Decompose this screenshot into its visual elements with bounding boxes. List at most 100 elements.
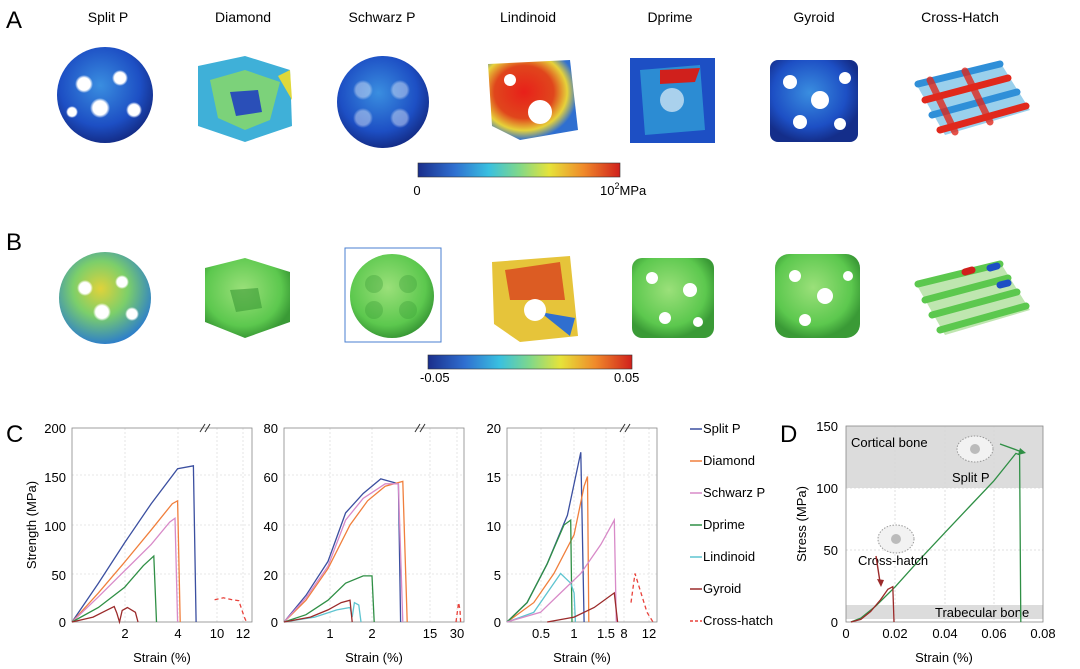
trabecular-bone-label: Trabecular bone: [935, 605, 1029, 620]
structure-title: Cross-Hatch: [921, 9, 999, 25]
panel-label-c: C: [6, 421, 23, 448]
chart-c2-ylabels: 80 60 40 20 0: [264, 421, 278, 630]
chart-c2-ytick: 20: [264, 568, 278, 583]
split-p-render-a: [57, 47, 153, 143]
panel-label-a: A: [6, 7, 22, 34]
colorbar-b-min: -0.05: [420, 370, 450, 385]
chart-c3-ytick: 0: [494, 615, 501, 630]
lindinoid-render-b: [492, 256, 578, 342]
series-line-diamond: [71, 499, 181, 623]
series-line-gyroid: [71, 605, 139, 625]
chart-c1-xtick: 2: [121, 626, 128, 641]
chart-c3: 20 15 10 5 0 0.5 1 1.5 8 12 Strain (%): [487, 421, 658, 665]
structure-titles: Split P Diamond Schwarz P Lindinoid Dpri…: [88, 9, 999, 25]
diamond-render-b: [205, 258, 290, 338]
chart-c1-ylabel: Strength (MPa): [24, 481, 39, 569]
legend-label: Gyroid: [703, 581, 741, 596]
split-p-arrow-icon: [999, 443, 1026, 455]
colorbar-b-max: 0.05: [614, 370, 639, 385]
structure-title: Diamond: [215, 9, 271, 25]
chart-c2-xtick: 2: [368, 626, 375, 641]
colorbar-a: 0 102MPa: [413, 162, 647, 198]
chart-d: Cortical bone Trabecular bone 150 100 50…: [794, 419, 1056, 665]
chart-c2-ytick: 60: [264, 470, 278, 485]
cross-hatch-render-b: [914, 260, 1030, 335]
series-line-gyroid: [850, 585, 895, 623]
series-line-schwarz-p: [71, 516, 179, 623]
legend-label: Diamond: [703, 453, 755, 468]
chart-c3-ytick: 15: [487, 470, 501, 485]
legend-label: Split P: [703, 421, 741, 436]
series-line-cross-hatch: [455, 602, 462, 623]
chart-c1-ytick: 0: [59, 615, 66, 630]
series-line-schwarz-p: [506, 517, 617, 623]
chart-d-xtick: 0.06: [981, 626, 1006, 641]
series-line-dprime: [506, 518, 573, 623]
chart-c1: 200 150 100 50 0 2 4 10 12 Strain (%) St…: [24, 421, 253, 665]
chart-c3-ylabels: 20 15 10 5 0: [487, 421, 501, 630]
row-a-renders: [57, 47, 1030, 148]
structure-title: Split P: [88, 9, 128, 25]
dprime-render-a: [630, 58, 715, 143]
lindinoid-render-a: [488, 60, 578, 140]
cross-hatch-annotation: Cross-hatch: [858, 553, 928, 568]
series-line-split-p: [71, 465, 197, 623]
series-line-split-p: [283, 478, 402, 623]
series-line-diamond: [283, 480, 408, 623]
series-line-cross-hatch: [214, 597, 248, 623]
series-line-dprime: [71, 554, 158, 623]
chart-c3-xtick: 1.5: [597, 626, 615, 641]
chart-d-xtick: 0: [842, 626, 849, 641]
chart-c1-ytick: 100: [44, 519, 66, 534]
cortical-bone-band: [846, 426, 1043, 488]
chart-d-ytick: 0: [831, 615, 838, 630]
chart-d-xlabels: 0 0.02 0.04 0.06 0.08: [842, 626, 1055, 641]
chart-c1-xlabel: Strain (%): [133, 650, 191, 665]
chart-c3-xtick: 1: [570, 626, 577, 641]
selection-box: [344, 247, 442, 343]
schwarz-p-render-b: [344, 247, 442, 343]
chart-c3-xlabel: Strain (%): [553, 650, 611, 665]
cortical-bone-label: Cortical bone: [851, 435, 928, 450]
chart-c2-xtick: 15: [423, 626, 437, 641]
chart-c2-xtick: 1: [326, 626, 333, 641]
panel-label-d: D: [780, 421, 797, 448]
structure-title: Schwarz P: [349, 9, 416, 25]
chart-c3-grid: [507, 428, 657, 622]
chart-c3-lines: [506, 452, 654, 623]
series-line-cross-hatch: [630, 573, 654, 623]
chart-c3-ytick: 20: [487, 421, 501, 436]
chart-c2-ytick: 40: [264, 519, 278, 534]
chart-d-xtick: 0.02: [882, 626, 907, 641]
chart-d-xlabel: Strain (%): [915, 650, 973, 665]
split-p-render-b: [59, 252, 151, 344]
chart-c1-ytick: 50: [52, 568, 66, 583]
chart-c1-ytick: 150: [44, 470, 66, 485]
chart-c1-lines: [71, 465, 248, 625]
series-line-gyroid: [547, 591, 619, 623]
split-p-annotation: Split P: [952, 470, 990, 485]
chart-d-ylabel: Stress (MPa): [794, 486, 809, 562]
chart-c2-xlabels: 1 2 15 30: [326, 626, 464, 641]
chart-c3-xtick: 8: [620, 626, 627, 641]
legend-label: Dprime: [703, 517, 745, 532]
cross-hatch-render-a: [914, 60, 1030, 136]
chart-d-grid: [846, 426, 1043, 622]
chart-d-lines: [850, 452, 1022, 623]
dprime-render-b: [632, 258, 714, 338]
split-p-thumbnail-icon: [956, 435, 994, 463]
legend-label: Lindinoid: [703, 549, 755, 564]
chart-c1-xtick: 12: [236, 626, 250, 641]
series-line-diamond: [506, 476, 590, 623]
chart-d-ytick: 100: [816, 481, 838, 496]
chart-c2: 80 60 40 20 0 1 2 15 30 Strain (%): [264, 421, 465, 665]
chart-c1-ytick: 200: [44, 421, 66, 436]
chart-c1-xtick: 10: [210, 626, 224, 641]
chart-c3-xlabels: 0.5 1 1.5 8 12: [532, 626, 656, 641]
chart-c1-xtick: 4: [174, 626, 181, 641]
legend: Split P Diamond Schwarz P Dprime Lindinoid Gy…: [690, 421, 773, 628]
series-line-schwarz-p: [283, 483, 404, 623]
series-line-gyroid: [283, 599, 353, 623]
diamond-render-a: [198, 56, 292, 142]
chart-c1-ylabels: 200 150 100 50 0: [44, 421, 66, 630]
